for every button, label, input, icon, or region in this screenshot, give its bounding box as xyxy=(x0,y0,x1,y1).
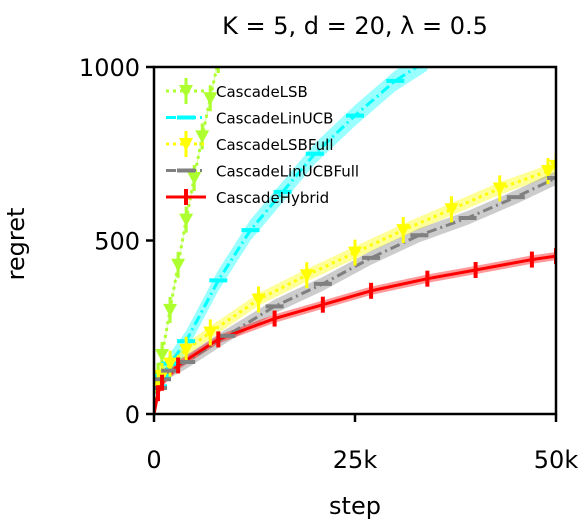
axis-ticks: 0 25k 50k 0 500 1000 xyxy=(79,54,578,474)
series-markers xyxy=(154,67,556,402)
legend-label-cascadelsb: CascadeLSB xyxy=(216,83,308,101)
y-tick-label-1: 500 xyxy=(94,228,140,256)
x-axis-label: step xyxy=(329,492,381,520)
legend: CascadeLSB CascadeLinUCB CascadeLSBFull Cas… xyxy=(166,78,359,207)
legend-label-cascadelinucbfull: CascadeLinUCBFull xyxy=(216,163,359,181)
legend-label-cascadelsbfull: CascadeLSBFull xyxy=(216,136,334,154)
x-tick-label-0: 0 xyxy=(146,446,161,474)
cascadelsb-line xyxy=(154,67,219,414)
cascadelsb-marker-9 xyxy=(218,67,219,68)
cascadelsbfull-band xyxy=(154,159,556,414)
legend-label-cascadehybrid: CascadeHybrid xyxy=(216,189,329,207)
legend-label-cascadelinucb: CascadeLinUCB xyxy=(216,110,333,128)
cascadelsbfull-line xyxy=(154,164,556,414)
chart-title: K = 5, d = 20, λ = 0.5 xyxy=(222,12,488,40)
cascadelsbfull-marker-13 xyxy=(549,159,556,173)
y-axis-label: regret xyxy=(2,208,30,281)
x-tick-label-1: 25k xyxy=(333,446,378,474)
y-tick-label-2: 1000 xyxy=(79,54,140,82)
x-tick-label-2: 50k xyxy=(534,446,579,474)
cascadelinucb-line xyxy=(154,67,420,414)
y-tick-label-0: 0 xyxy=(125,401,140,429)
confidence-bands xyxy=(154,67,556,414)
